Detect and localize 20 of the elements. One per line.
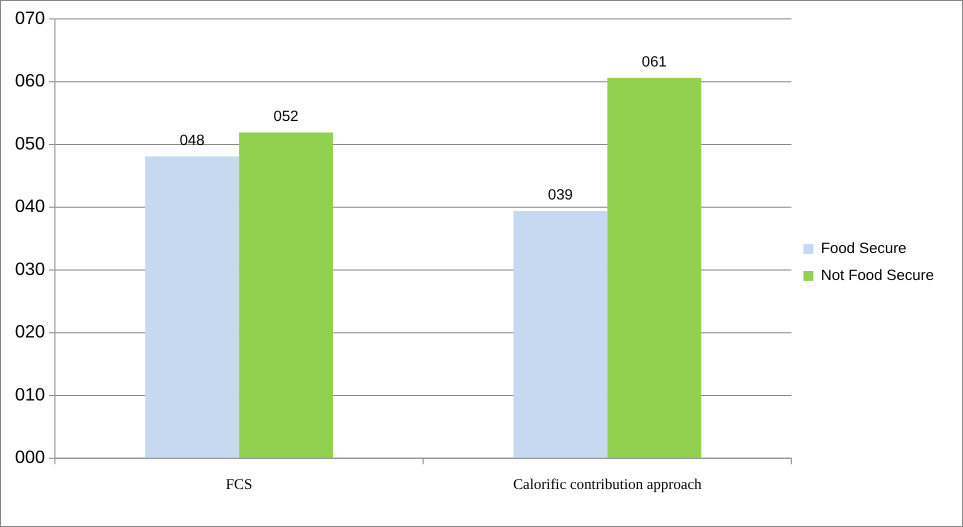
data-label: 048 [180, 132, 205, 150]
data-label: 039 [548, 186, 573, 204]
y-tick-label: 020 [14, 322, 45, 342]
legend-label: Not Food Secure [820, 267, 934, 284]
bar [607, 78, 702, 458]
y-tick-label: 030 [14, 258, 45, 279]
x-tick-label: FCS [226, 477, 252, 494]
y-tick-label: 060 [14, 70, 45, 91]
y-tick-label: 050 [14, 133, 45, 154]
data-label: 052 [274, 108, 298, 126]
y-tick-label: 040 [14, 196, 45, 216]
y-tick-label: 000 [14, 447, 45, 468]
bar [239, 132, 333, 458]
y-tick-label: 010 [14, 384, 45, 404]
bar [145, 156, 240, 458]
y-tick-label: 070 [14, 8, 45, 28]
bar [513, 210, 608, 458]
legend-label: Food Secure [820, 240, 907, 258]
x-tick-label: Calorific contribution approach [513, 477, 702, 494]
data-label: 061 [642, 54, 667, 71]
